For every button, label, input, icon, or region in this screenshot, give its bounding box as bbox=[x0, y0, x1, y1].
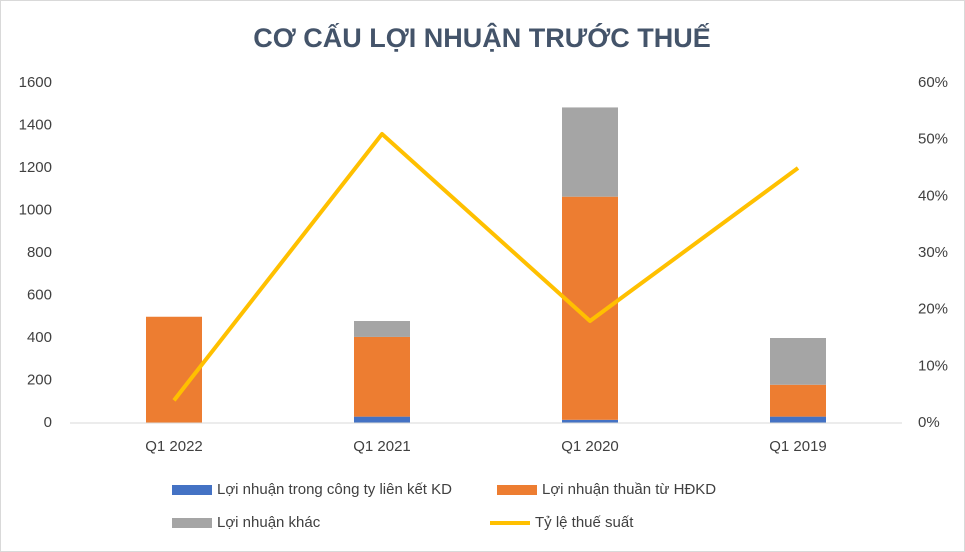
legend-label: Tỷ lệ thuế suất bbox=[535, 514, 634, 531]
bar bbox=[562, 107, 618, 197]
bar bbox=[562, 419, 618, 423]
bar bbox=[770, 416, 826, 423]
chart-title: CƠ CẤU LỢI NHUẬN TRƯỚC THUẾ bbox=[253, 22, 710, 53]
y2-tick-label: 50% bbox=[918, 131, 948, 148]
y2-tick-label: 0% bbox=[918, 414, 940, 431]
bar bbox=[354, 416, 410, 423]
legend-label: Lợi nhuận thuần từ HĐKD bbox=[542, 481, 716, 498]
y2-tick-label: 60% bbox=[918, 74, 948, 91]
legend-label: Lợi nhuận khác bbox=[217, 514, 321, 531]
x-tick-label: Q1 2020 bbox=[561, 438, 619, 455]
bar bbox=[146, 316, 202, 423]
x-tick-label: Q1 2021 bbox=[353, 438, 411, 455]
legend-swatch bbox=[172, 518, 212, 528]
x-tick-label: Q1 2019 bbox=[769, 438, 827, 455]
x-tick-label: Q1 2022 bbox=[145, 438, 203, 455]
y-tick-label: 400 bbox=[27, 329, 52, 346]
legend-label: Lợi nhuận trong công ty liên kết KD bbox=[217, 481, 452, 498]
y2-tick-label: 10% bbox=[918, 357, 948, 374]
bar bbox=[770, 384, 826, 417]
bar bbox=[770, 338, 826, 385]
y-tick-label: 1000 bbox=[19, 201, 52, 218]
y-tick-label: 1400 bbox=[19, 116, 52, 133]
y-tick-label: 600 bbox=[27, 286, 52, 303]
y-tick-label: 1200 bbox=[19, 159, 52, 176]
legend-swatch bbox=[497, 485, 537, 495]
y-tick-label: 0 bbox=[44, 414, 52, 431]
y2-tick-label: 40% bbox=[918, 187, 948, 204]
y2-tick-label: 20% bbox=[918, 301, 948, 318]
y-tick-label: 200 bbox=[27, 371, 52, 388]
y-tick-label: 800 bbox=[27, 244, 52, 261]
y-tick-label: 1600 bbox=[19, 74, 52, 91]
y2-tick-label: 30% bbox=[918, 244, 948, 261]
bar bbox=[354, 336, 410, 417]
legend-swatch bbox=[172, 485, 212, 495]
line-series bbox=[172, 132, 800, 402]
bar bbox=[354, 321, 410, 337]
